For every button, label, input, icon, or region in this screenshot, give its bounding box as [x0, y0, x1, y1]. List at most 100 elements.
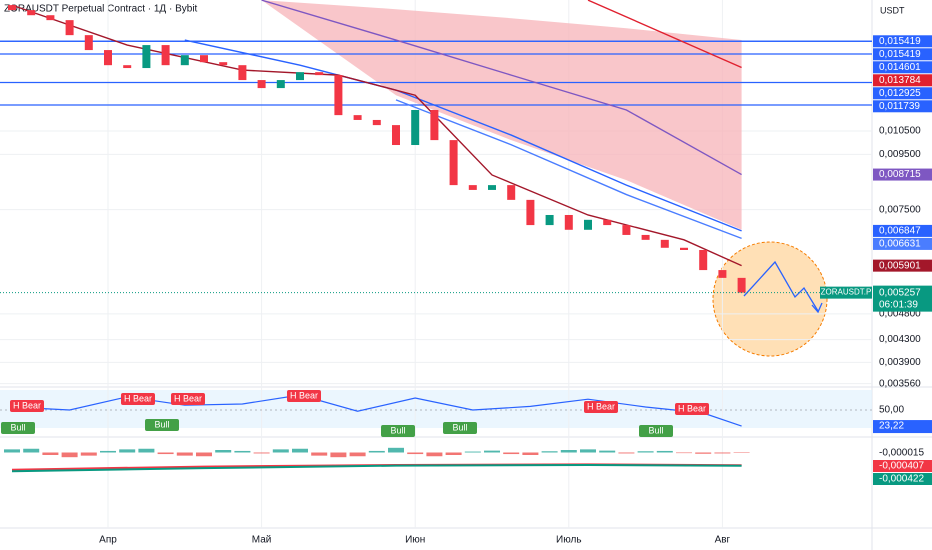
divergence-tag	[171, 393, 205, 405]
histogram-bar	[42, 452, 59, 455]
divergence-label: H Bear	[174, 393, 202, 403]
histogram-bar	[599, 450, 616, 453]
divergence-label: H Bear	[124, 393, 152, 403]
axis-value-label: 0,011739	[879, 101, 920, 112]
histogram-bar	[215, 450, 232, 453]
axis-value-label: 0,006847	[879, 226, 921, 237]
divergence-tag	[639, 425, 673, 437]
histogram-bar	[80, 452, 97, 456]
y-tick-label: 0,004300	[879, 334, 921, 345]
price-label: 0,005257	[879, 287, 921, 298]
candle-body	[276, 80, 285, 89]
y-tick-label: 0,004800	[879, 309, 921, 320]
candle-body	[449, 140, 458, 186]
divergence-label: Bull	[452, 422, 467, 432]
x-tick-label: Авг	[715, 535, 731, 546]
y-tick-label: 0,010500	[879, 126, 921, 137]
candle-body	[315, 72, 324, 76]
divergence-tag	[10, 400, 44, 412]
axis-value-label: 0,008715	[879, 169, 921, 180]
histogram-bar	[464, 451, 481, 453]
axis-value-tag	[873, 35, 932, 48]
divergence-label: Bull	[10, 422, 25, 432]
axis-value-tag	[873, 224, 932, 237]
histogram-bar	[157, 452, 174, 455]
histogram-bar	[407, 452, 424, 455]
candle-body	[334, 75, 343, 116]
candle-body	[8, 5, 16, 11]
candle-body	[584, 219, 592, 230]
axis-value-tag	[873, 74, 932, 87]
candle-body	[238, 65, 247, 81]
divergence-label: Bull	[390, 425, 405, 435]
axis-value-tag	[873, 447, 932, 459]
candle-body	[641, 234, 650, 240]
divergence-label: H Bear	[587, 401, 615, 411]
x-tick-label: Май	[252, 535, 272, 546]
y-tick-label: 0,003900	[879, 357, 921, 368]
histogram-bar	[176, 452, 193, 456]
candle-body	[564, 214, 573, 230]
candle-body	[430, 109, 439, 141]
histogram-bar	[311, 452, 328, 456]
forecast-arrow	[811, 302, 823, 314]
histogram-bar	[138, 448, 155, 453]
x-tick-label: Июль	[556, 535, 582, 546]
axis-value-label: -0,000407	[879, 461, 924, 472]
histogram-bar	[522, 452, 539, 455]
axis-value-tag	[873, 237, 932, 250]
histogram-bar	[388, 447, 404, 453]
axis-value-label: -0,000422	[879, 474, 924, 485]
divergence-tag	[675, 403, 709, 415]
axis-value-tag	[873, 100, 932, 113]
candle-body	[372, 119, 381, 126]
histogram-bar	[714, 452, 731, 454]
histogram-bar	[61, 452, 78, 458]
histogram-bar	[695, 452, 712, 454]
histogram-bar	[580, 449, 596, 453]
candle-body	[46, 15, 55, 21]
histogram-bar	[426, 452, 443, 457]
axis-value-tag	[873, 87, 932, 100]
candle-body	[680, 247, 688, 250]
divergence-label: Bull	[648, 425, 663, 435]
candle-body	[526, 199, 535, 226]
histogram-bar	[4, 449, 20, 453]
forecast-circle	[712, 241, 828, 357]
candle-body	[142, 45, 151, 69]
candle-body	[123, 65, 132, 69]
candle-body	[660, 239, 669, 248]
histogram-bar	[656, 450, 673, 453]
candle-body	[468, 185, 477, 190]
candle-body	[488, 185, 496, 190]
histogram-bar	[234, 450, 251, 453]
axis-value-label: 0,006631	[879, 239, 921, 250]
rsi-tick-label: 50,00	[879, 405, 904, 416]
y-tick-label: 0,009500	[879, 149, 921, 160]
histogram-bar	[503, 452, 520, 455]
candle-body	[603, 219, 612, 226]
divergence-tag	[584, 401, 618, 413]
candle-body	[699, 249, 708, 271]
divergence-tag	[287, 390, 321, 402]
moving-average	[184, 39, 742, 232]
histogram-bar	[23, 448, 40, 453]
histogram-bar	[445, 452, 462, 455]
x-tick-label: Апр	[99, 535, 117, 546]
rsi-value-tag	[873, 420, 932, 434]
candle-body	[392, 125, 400, 146]
moving-average	[261, 0, 742, 176]
candle-body	[411, 109, 420, 146]
histogram-bar	[349, 452, 366, 457]
candle-body	[622, 225, 631, 235]
histogram-bar	[484, 450, 500, 453]
divergence-label: H Bear	[290, 390, 318, 400]
axis-value-tag	[873, 48, 932, 61]
candle-body	[718, 270, 727, 278]
histogram-bar	[100, 450, 116, 453]
countdown: 06:01:39	[879, 299, 918, 310]
axis-value-tag	[873, 259, 932, 272]
axis-value-tag	[873, 460, 932, 472]
candle-body	[200, 55, 208, 63]
histogram-bar	[253, 452, 270, 454]
